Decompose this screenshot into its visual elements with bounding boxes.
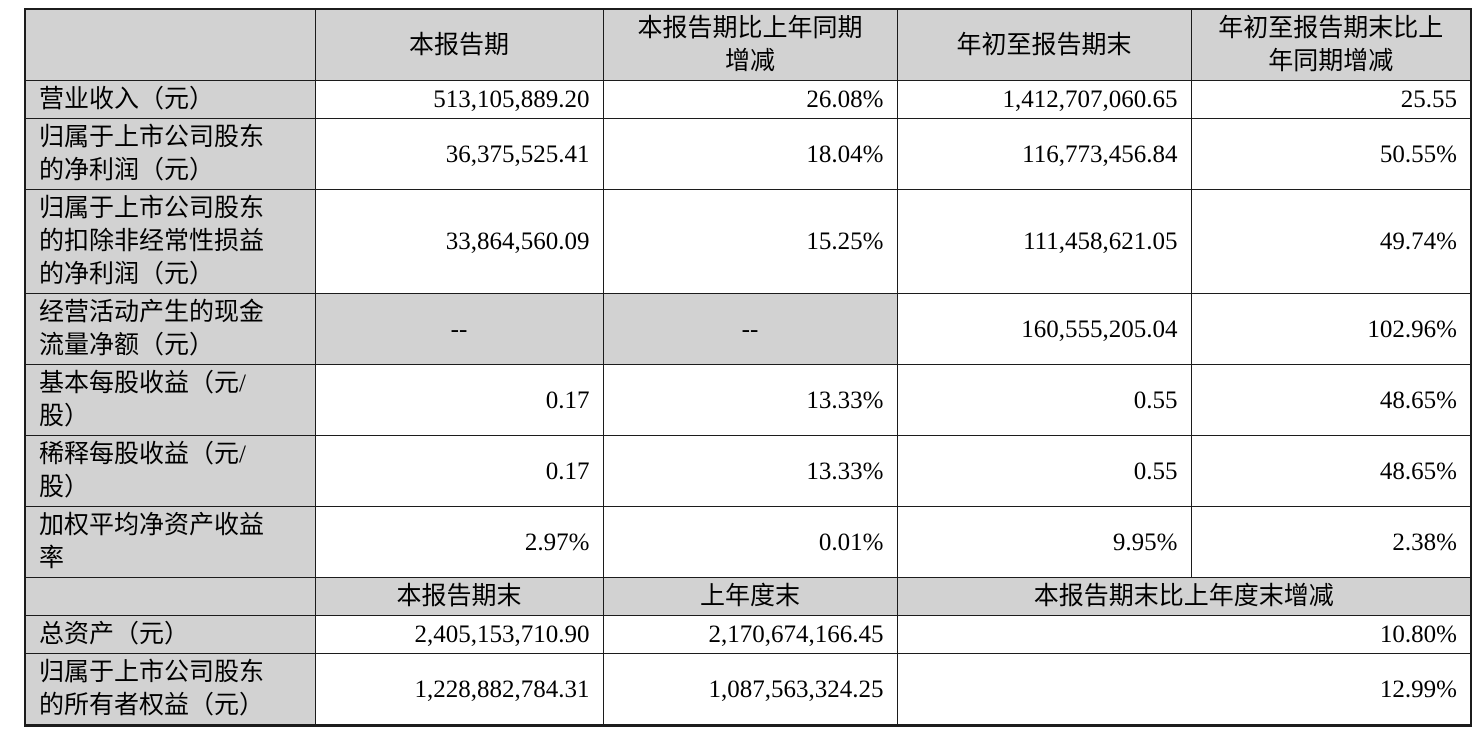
cell-year-to-date: 116,773,456.84	[896, 118, 1192, 190]
cell-yoy-change: 13.33%	[602, 364, 898, 436]
cell-yoy-change: 26.08%	[602, 80, 898, 119]
cell-prior-year-end: 1,087,563,324.25	[602, 653, 898, 726]
header-year-to-date: 年初至报告期末	[896, 8, 1192, 81]
cell-ytd-yoy-change: 48.65%	[1190, 435, 1472, 507]
cell-yoy-change: --	[602, 293, 898, 365]
cell-current-period: 0.17	[314, 435, 604, 507]
cell-current-period: 2.97%	[314, 506, 604, 578]
row-weighted-avg-roe: 加权平均净资产收益 率 2.97% 0.01% 9.95% 2.38%	[24, 506, 1472, 578]
row-diluted-eps: 稀释每股收益（元/ 股） 0.17 13.33% 0.55 48.65%	[24, 435, 1472, 507]
cell-ytd-yoy-change: 48.65%	[1190, 364, 1472, 436]
header-current-period-end: 本报告期末	[314, 577, 604, 616]
row-label: 加权平均净资产收益 率	[24, 506, 316, 578]
cell-yoy-change: 13.33%	[602, 435, 898, 507]
cell-current-period-end: 2,405,153,710.90	[314, 615, 604, 654]
row-operating-revenue: 营业收入（元） 513,105,889.20 26.08% 1,412,707,…	[24, 80, 1472, 119]
period-header-row: 本报告期 本报告期比上年同期 增减 年初至报告期末 年初至报告期末比上 年同期增…	[24, 8, 1472, 81]
cell-yoy-change: 15.25%	[602, 189, 898, 294]
row-basic-eps: 基本每股收益（元/ 股） 0.17 13.33% 0.55 48.65%	[24, 364, 1472, 436]
header-current-period: 本报告期	[314, 8, 604, 81]
period-end-header-row: 本报告期末 上年度末 本报告期末比上年度末增减	[24, 577, 1472, 616]
cell-change-vs-prior-year-end: 10.80%	[896, 615, 1472, 654]
row-label: 归属于上市公司股东 的扣除非经常性损益 的净利润（元）	[24, 189, 316, 294]
cell-current-period-end: 1,228,882,784.31	[314, 653, 604, 726]
cell-ytd-yoy-change: 50.55%	[1190, 118, 1472, 190]
row-shareholders-equity: 归属于上市公司股东 的所有者权益（元） 1,228,882,784.31 1,0…	[24, 653, 1472, 726]
cell-year-to-date: 0.55	[896, 364, 1192, 436]
row-label: 归属于上市公司股东 的净利润（元）	[24, 118, 316, 190]
row-operating-cash-flow: 经营活动产生的现金 流量净额（元） -- -- 160,555,205.04 1…	[24, 293, 1472, 365]
cell-year-to-date: 9.95%	[896, 506, 1192, 578]
cell-ytd-yoy-change: 2.38%	[1190, 506, 1472, 578]
financial-summary-table: 本报告期 本报告期比上年同期 增减 年初至报告期末 年初至报告期末比上 年同期增…	[24, 8, 1472, 727]
cell-current-period: 0.17	[314, 364, 604, 436]
cell-current-period: 36,375,525.41	[314, 118, 604, 190]
row-label: 营业收入（元）	[24, 80, 316, 119]
header-prior-year-end: 上年度末	[602, 577, 898, 616]
row-net-profit-excl-nonrecurring: 归属于上市公司股东 的扣除非经常性损益 的净利润（元） 33,864,560.0…	[24, 189, 1472, 294]
cell-current-period: 513,105,889.20	[314, 80, 604, 119]
cell-current-period: 33,864,560.09	[314, 189, 604, 294]
cell-ytd-yoy-change: 49.74%	[1190, 189, 1472, 294]
cell-ytd-yoy-change: 102.96%	[1190, 293, 1472, 365]
cell-year-to-date: 0.55	[896, 435, 1192, 507]
row-label: 稀释每股收益（元/ 股）	[24, 435, 316, 507]
cell-year-to-date: 160,555,205.04	[896, 293, 1192, 365]
cell-current-period: --	[314, 293, 604, 365]
row-label: 基本每股收益（元/ 股）	[24, 364, 316, 436]
header-empty-cell	[24, 8, 316, 81]
row-label: 归属于上市公司股东 的所有者权益（元）	[24, 653, 316, 726]
cell-year-to-date: 111,458,621.05	[896, 189, 1192, 294]
cell-yoy-change: 18.04%	[602, 118, 898, 190]
header-yoy-change: 本报告期比上年同期 增减	[602, 8, 898, 81]
cell-year-to-date: 1,412,707,060.65	[896, 80, 1192, 119]
header-change-vs-prior-year-end: 本报告期末比上年度末增减	[896, 577, 1472, 616]
cell-yoy-change: 0.01%	[602, 506, 898, 578]
cell-prior-year-end: 2,170,674,166.45	[602, 615, 898, 654]
row-label: 经营活动产生的现金 流量净额（元）	[24, 293, 316, 365]
cell-ytd-yoy-change: 25.55	[1190, 80, 1472, 119]
row-net-profit: 归属于上市公司股东 的净利润（元） 36,375,525.41 18.04% 1…	[24, 118, 1472, 190]
row-total-assets: 总资产（元） 2,405,153,710.90 2,170,674,166.45…	[24, 615, 1472, 654]
header-empty-cell	[24, 577, 316, 616]
header-ytd-yoy-change: 年初至报告期末比上 年同期增减	[1190, 8, 1472, 81]
cell-change-vs-prior-year-end: 12.99%	[896, 653, 1472, 726]
row-label: 总资产（元）	[24, 615, 316, 654]
